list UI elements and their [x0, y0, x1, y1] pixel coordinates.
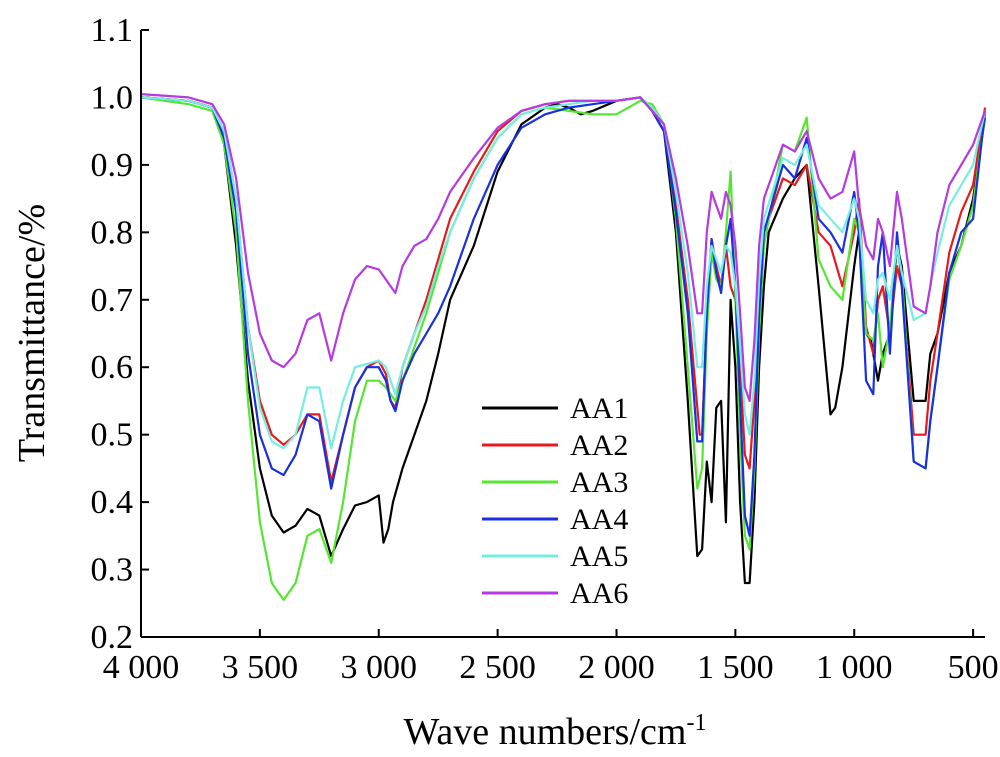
legend: AA1 AA2 AA3 AA4 AA5 AA6 — [482, 392, 628, 610]
y-tick-label: 0.6 — [91, 349, 134, 386]
y-tick-label: 0.7 — [91, 282, 134, 319]
legend-label-aa2: AA2 — [570, 429, 628, 462]
x-axis-ticks: 4 000 3 500 3 000 2 500 2 000 1 500 1 000 500 — [103, 629, 999, 686]
y-tick-label: 0.3 — [91, 552, 134, 589]
legend-label-aa1: AA1 — [570, 392, 628, 425]
x-tick-label: 1 000 — [816, 649, 893, 686]
x-tick-label: 3 500 — [222, 649, 299, 686]
x-tick-label: 2 000 — [578, 649, 655, 686]
y-tick-label: 0.8 — [91, 214, 134, 251]
y-tick-label: 1.1 — [91, 12, 134, 49]
y-tick-label: 0.9 — [91, 147, 134, 184]
x-tick-label: 2 500 — [459, 649, 536, 686]
legend-label-aa6: AA6 — [570, 577, 628, 610]
x-tick-label: 3 000 — [340, 649, 417, 686]
series-line-aa1 — [140, 96, 987, 585]
y-tick-label: 0.5 — [91, 417, 134, 454]
legend-label-aa4: AA4 — [570, 503, 628, 536]
y-axis-label: Transmittance/% — [11, 204, 53, 462]
x-tick-label: 4 000 — [103, 649, 180, 686]
x-tick-label: 1 500 — [697, 649, 774, 686]
series-line-aa5 — [140, 96, 987, 450]
legend-label-aa5: AA5 — [570, 540, 628, 573]
y-axis-ticks: 0.2 0.3 0.4 0.5 0.6 0.7 0.8 0.9 1.0 1.1 — [91, 12, 149, 656]
series-lines — [140, 93, 987, 601]
x-tick-label: 500 — [948, 649, 999, 686]
y-tick-label: 0.2 — [91, 619, 134, 656]
x-axis-label: Wave numbers/cm-1 — [404, 710, 707, 753]
y-tick-label: 0.4 — [91, 484, 134, 521]
legend-label-aa3: AA3 — [570, 466, 628, 499]
x-axis-label-superscript: -1 — [686, 710, 706, 736]
series-line-aa6 — [140, 93, 987, 402]
series-line-aa4 — [140, 96, 987, 537]
series-line-aa2 — [140, 96, 987, 483]
y-tick-label: 1.0 — [91, 79, 134, 116]
